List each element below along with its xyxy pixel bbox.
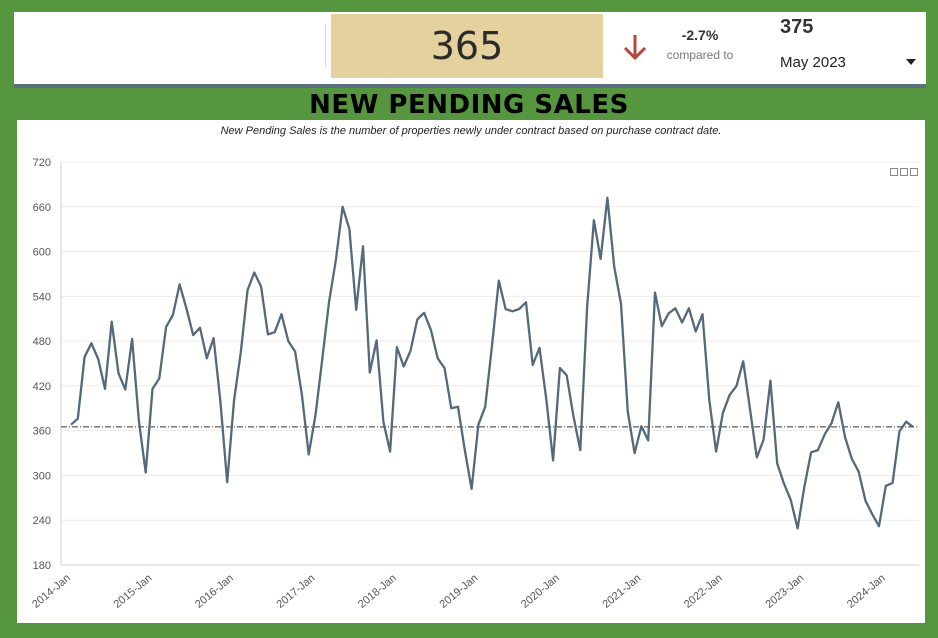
x-tick-label: 2020-Jan — [519, 572, 562, 611]
kpi-divider — [325, 24, 326, 68]
y-tick-label: 600 — [33, 247, 51, 259]
x-tick-label: 2018-Jan — [356, 572, 399, 611]
copy-icon[interactable] — [900, 168, 908, 176]
chart-toolbar — [888, 163, 922, 176]
x-tick-label: 2016-Jan — [193, 572, 236, 611]
y-tick-label: 660 — [33, 202, 51, 214]
x-tick-label: 2019-Jan — [437, 572, 480, 611]
x-tick-label: 2021-Jan — [600, 572, 643, 611]
current-value-card: 365 — [331, 14, 603, 78]
y-tick-label: 540 — [33, 291, 51, 303]
x-tick-label: 2022-Jan — [682, 572, 725, 611]
y-tick-label: 420 — [33, 381, 51, 393]
y-tick-label: 180 — [33, 560, 51, 572]
chart-subtitle: New Pending Sales is the number of prope… — [220, 125, 722, 137]
change-percent: -2.7% — [681, 27, 719, 43]
y-tick-label: 720 — [33, 157, 51, 169]
x-tick-label: 2017-Jan — [275, 572, 318, 611]
x-tick-label: 2014-Jan — [30, 572, 73, 611]
compared-label: compared to — [666, 48, 734, 62]
current-value: 365 — [430, 24, 504, 68]
y-tick-label: 480 — [33, 336, 51, 348]
prior-value: 375 — [780, 16, 814, 38]
arrow-down-icon — [623, 35, 647, 61]
kpi-bar-underline — [14, 84, 926, 88]
y-tick-label: 360 — [33, 426, 51, 438]
x-tick-label: 2024-Jan — [845, 572, 888, 611]
document-icon[interactable] — [910, 168, 918, 176]
series-line — [70, 196, 914, 530]
y-tick-label: 240 — [33, 515, 51, 527]
chart-panel: New Pending Sales is the number of prope… — [17, 120, 925, 623]
x-tick-label: 2015-Jan — [112, 572, 155, 611]
page-title: NEW PENDING SALES — [309, 90, 629, 120]
line-chart: 180 240 300 360 420 480 540 600 660 720 2014-Jan 20… — [30, 157, 919, 611]
y-tick-label: 300 — [33, 470, 51, 482]
period-dropdown[interactable]: May 2023 — [780, 54, 846, 71]
x-tick-label: 2023-Jan — [763, 572, 806, 611]
chevron-down-icon[interactable] — [906, 59, 916, 65]
download-icon[interactable] — [890, 168, 898, 176]
